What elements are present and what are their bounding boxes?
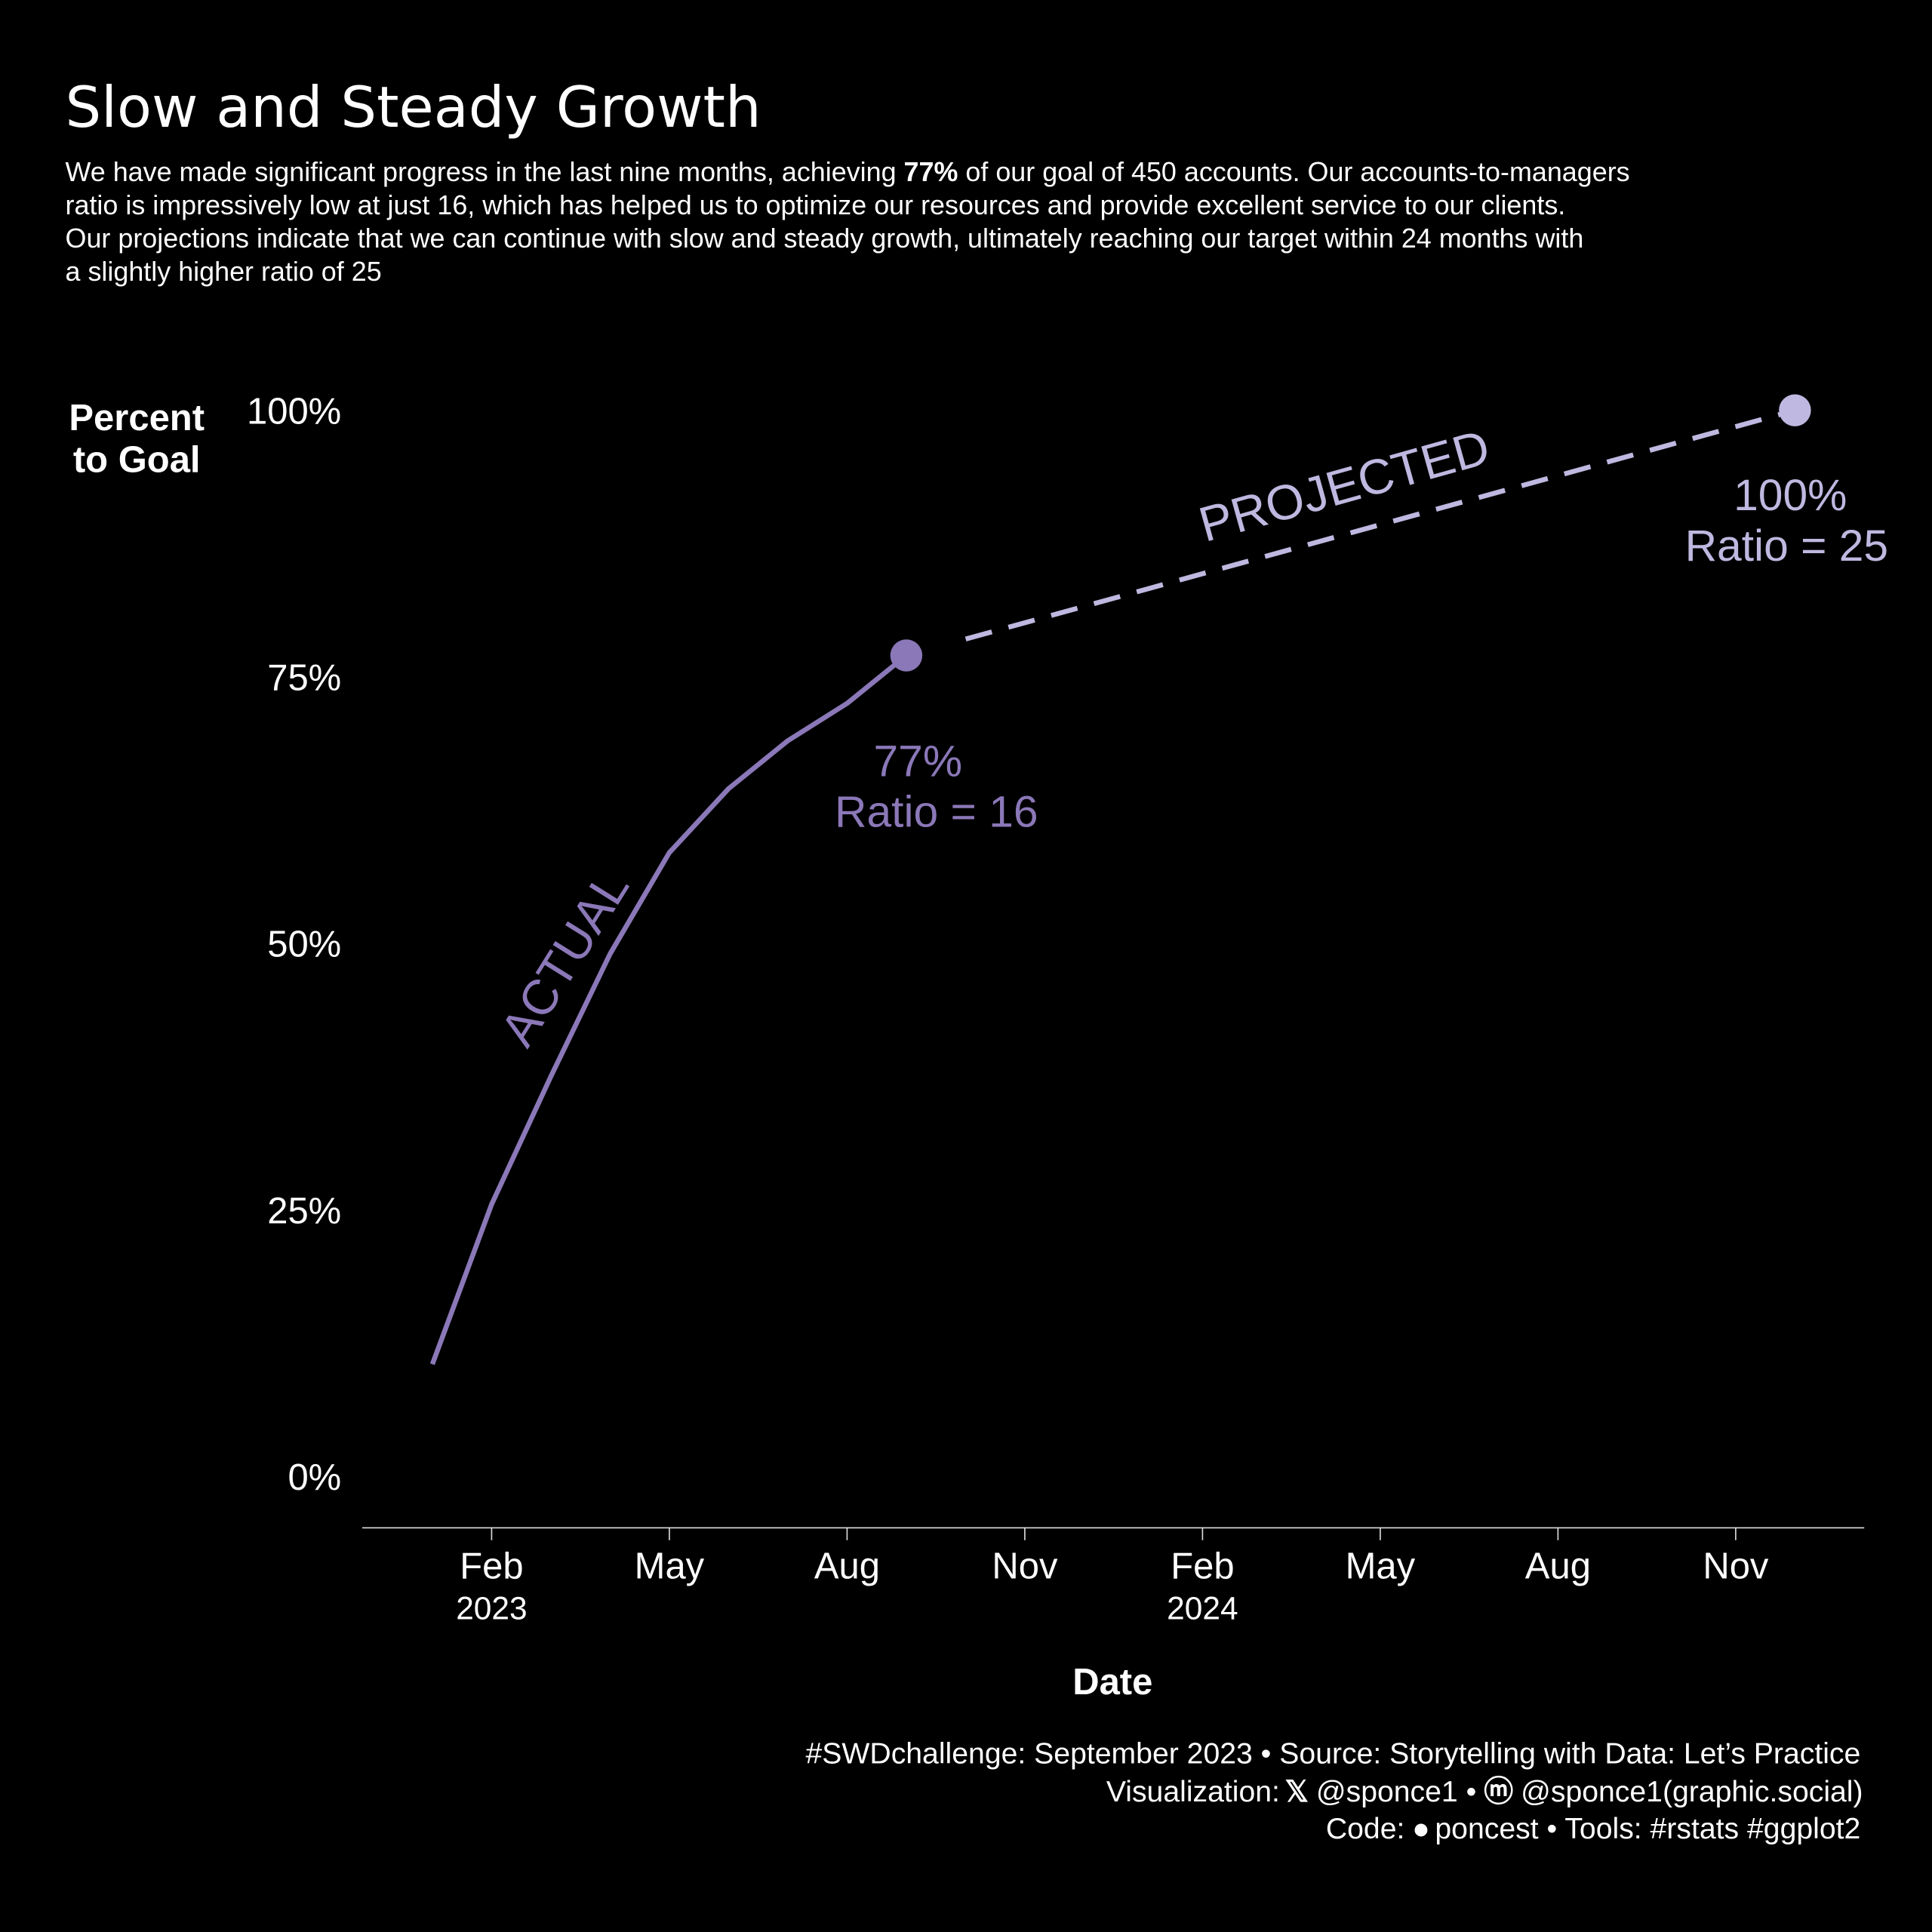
projected-endpoint (1779, 394, 1811, 426)
y-axis-title: Percent to Goal (69, 398, 205, 481)
actual-annotation-pct: 77% (874, 737, 963, 786)
mastodon-icon: ⓜ (1484, 1776, 1513, 1808)
subtitle-highlight: 77% (904, 156, 958, 187)
actual-line (429, 653, 908, 1365)
caption-line-3: Code: ● poncest • Tools: #rstats #ggplot2 (1326, 1813, 1860, 1845)
subtitle-text: We have made significant progress in the… (66, 156, 904, 187)
x-tick-label: Nov (992, 1546, 1058, 1586)
twitter-handle[interactable]: @sponce1 • (1316, 1776, 1476, 1808)
x-tick-year-label: 2024 (1167, 1590, 1238, 1626)
subtitle-line-2: ratio is impressively low at just 16, wh… (66, 189, 1566, 220)
series (429, 394, 1811, 1365)
x-twitter-icon: 𝕏 (1284, 1776, 1309, 1808)
y-axis-title-line-2: to Goal (73, 439, 201, 480)
subtitle: We have made significant progress in the… (66, 156, 1630, 287)
x-tick-label: Feb (460, 1546, 523, 1586)
actual-endpoint (890, 639, 923, 672)
y-tick-label: 0% (288, 1457, 341, 1498)
subtitle-line-4: a slightly higher ratio of 25 (66, 256, 382, 287)
caption: #SWDchallenge: September 2023 • Source: … (806, 1737, 1863, 1845)
subtitle-line-1: We have made significant progress in the… (66, 156, 1630, 187)
x-axis: Feb 2023 May Aug Nov Feb 2024 May Aug Nov (456, 1527, 1769, 1626)
x-tick-label: Aug (1525, 1546, 1591, 1586)
y-tick-label: 100% (247, 392, 341, 432)
x-tick-label: Nov (1703, 1546, 1769, 1586)
caption-text: Visualization: (1106, 1776, 1280, 1808)
github-icon: ● (1412, 1813, 1430, 1845)
x-tick-label: May (1346, 1546, 1416, 1586)
y-tick-label: 25% (267, 1191, 341, 1232)
caption-line-1: #SWDchallenge: September 2023 • Source: … (806, 1737, 1861, 1770)
projected-annotation-pct: 100% (1734, 471, 1847, 520)
x-tick-label: Aug (814, 1546, 880, 1586)
github-handle[interactable]: poncest • Tools: #rstats #ggplot2 (1435, 1813, 1860, 1845)
caption-text: Code: (1326, 1813, 1405, 1845)
subtitle-text: of our goal of 450 accounts. Our account… (958, 156, 1629, 187)
annotations: 77% Ratio = 16 100% Ratio = 25 (835, 471, 1888, 837)
actual-annotation-ratio: Ratio = 16 (835, 788, 1038, 837)
mastodon-handle[interactable]: @sponce1(graphic.social) (1521, 1776, 1863, 1808)
y-axis-title-line-1: Percent (69, 398, 205, 438)
x-tick-label: May (635, 1546, 705, 1586)
caption-line-2: Visualization: 𝕏 @sponce1 • ⓜ @sponce1(graph… (1106, 1776, 1863, 1808)
projected-annotation-ratio: Ratio = 25 (1685, 521, 1889, 571)
x-tick-year-label: 2023 (456, 1590, 527, 1626)
x-tick-label: Feb (1171, 1546, 1234, 1586)
x-axis-title: Date (1072, 1662, 1152, 1703)
projected-line (964, 408, 1796, 641)
chart-title: Slow and Steady Growth (66, 74, 761, 140)
subtitle-line-3: Our projections indicate that we can con… (66, 223, 1584, 254)
y-tick-label: 50% (267, 924, 341, 965)
y-axis: 0% 25% 50% 75% 100% (247, 392, 341, 1498)
y-tick-label: 75% (267, 658, 341, 699)
